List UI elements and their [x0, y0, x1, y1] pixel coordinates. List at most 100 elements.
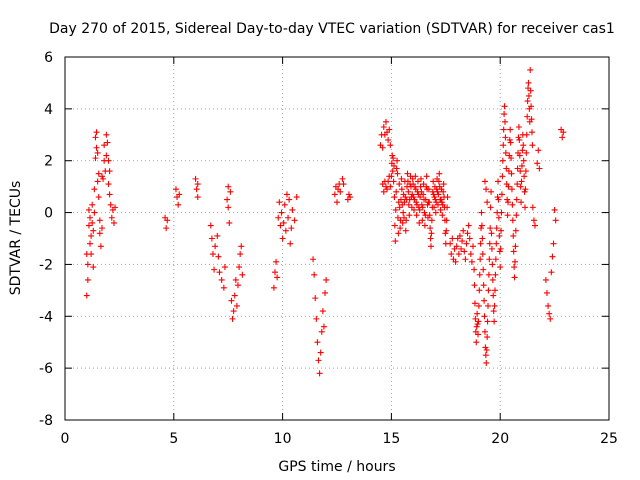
- data-point: [421, 209, 428, 216]
- data-point: [423, 183, 430, 190]
- data-point: [274, 274, 281, 281]
- data-point: [414, 178, 421, 185]
- data-point: [482, 352, 489, 359]
- data-point: [347, 194, 354, 201]
- data-point: [390, 178, 397, 185]
- data-point: [461, 248, 468, 255]
- data-point: [529, 142, 536, 149]
- data-point: [440, 188, 447, 195]
- data-point: [91, 209, 98, 216]
- data-point: [386, 126, 393, 133]
- data-point: [239, 271, 246, 278]
- data-points: [83, 66, 567, 377]
- data-point: [518, 178, 525, 185]
- data-point: [479, 251, 486, 258]
- data-point: [280, 219, 287, 226]
- y-tick-label: -6: [39, 361, 53, 377]
- data-point: [494, 194, 501, 201]
- data-point: [96, 217, 103, 224]
- data-point: [426, 199, 433, 206]
- data-point: [485, 287, 492, 294]
- data-point: [285, 214, 292, 221]
- data-point: [512, 227, 519, 234]
- data-point: [492, 271, 499, 278]
- chart-title: Day 270 of 2015, Sidereal Day-to-day VTE…: [49, 21, 615, 37]
- data-point: [477, 256, 484, 263]
- data-point: [498, 209, 505, 216]
- data-point: [496, 248, 503, 255]
- data-point: [396, 181, 403, 188]
- data-point: [226, 219, 233, 226]
- data-point: [503, 165, 510, 172]
- data-point: [448, 251, 455, 258]
- data-point: [417, 194, 424, 201]
- data-point: [488, 230, 495, 237]
- data-point: [509, 217, 516, 224]
- data-point: [385, 178, 392, 185]
- data-point: [442, 230, 449, 237]
- data-point: [271, 269, 278, 276]
- data-point: [270, 284, 277, 291]
- data-point: [389, 152, 396, 159]
- data-point: [390, 155, 397, 162]
- data-point: [546, 310, 553, 317]
- data-point: [481, 297, 488, 304]
- data-point: [319, 308, 326, 315]
- data-point: [88, 232, 95, 239]
- x-tick-label: 10: [274, 431, 292, 447]
- data-point: [276, 199, 283, 206]
- data-point: [475, 331, 482, 338]
- data-point: [464, 230, 471, 237]
- data-point: [485, 271, 492, 278]
- data-point: [432, 209, 439, 216]
- data-point: [431, 204, 438, 211]
- data-point: [100, 175, 107, 182]
- data-point: [509, 201, 516, 208]
- y-tick-label: -2: [39, 257, 53, 273]
- data-point: [443, 217, 450, 224]
- data-point: [228, 297, 235, 304]
- data-point: [212, 243, 219, 250]
- data-point: [193, 186, 200, 193]
- data-point: [507, 139, 514, 146]
- data-point: [391, 194, 398, 201]
- data-point: [208, 235, 215, 242]
- data-point: [499, 157, 506, 164]
- data-point: [470, 243, 476, 250]
- data-point: [500, 126, 507, 133]
- data-point: [84, 276, 91, 283]
- data-point: [467, 251, 474, 258]
- data-point: [521, 188, 528, 195]
- data-point: [486, 240, 493, 247]
- data-point: [516, 152, 523, 159]
- data-point: [488, 245, 495, 252]
- data-point: [98, 173, 105, 180]
- data-point: [505, 168, 512, 175]
- data-point: [520, 142, 527, 149]
- data-point: [527, 87, 534, 94]
- data-point: [418, 201, 425, 208]
- data-point: [230, 308, 237, 315]
- y-tick-label: -8: [39, 413, 53, 429]
- data-point: [449, 235, 456, 242]
- data-point: [428, 230, 435, 237]
- data-point: [471, 266, 478, 273]
- data-point: [238, 243, 245, 250]
- data-point: [194, 181, 201, 188]
- data-point: [89, 201, 96, 208]
- data-point: [103, 152, 110, 159]
- data-point: [550, 240, 557, 247]
- data-point: [394, 170, 401, 177]
- data-point: [108, 214, 115, 221]
- data-point: [392, 238, 399, 245]
- data-point: [419, 204, 426, 211]
- data-point: [397, 196, 404, 203]
- data-point: [387, 183, 394, 190]
- data-point: [495, 214, 502, 221]
- data-point: [523, 131, 530, 138]
- data-point: [345, 191, 352, 198]
- data-point: [486, 256, 493, 263]
- y-tick-label: 6: [44, 50, 53, 66]
- data-point: [412, 173, 419, 180]
- data-point: [391, 162, 398, 169]
